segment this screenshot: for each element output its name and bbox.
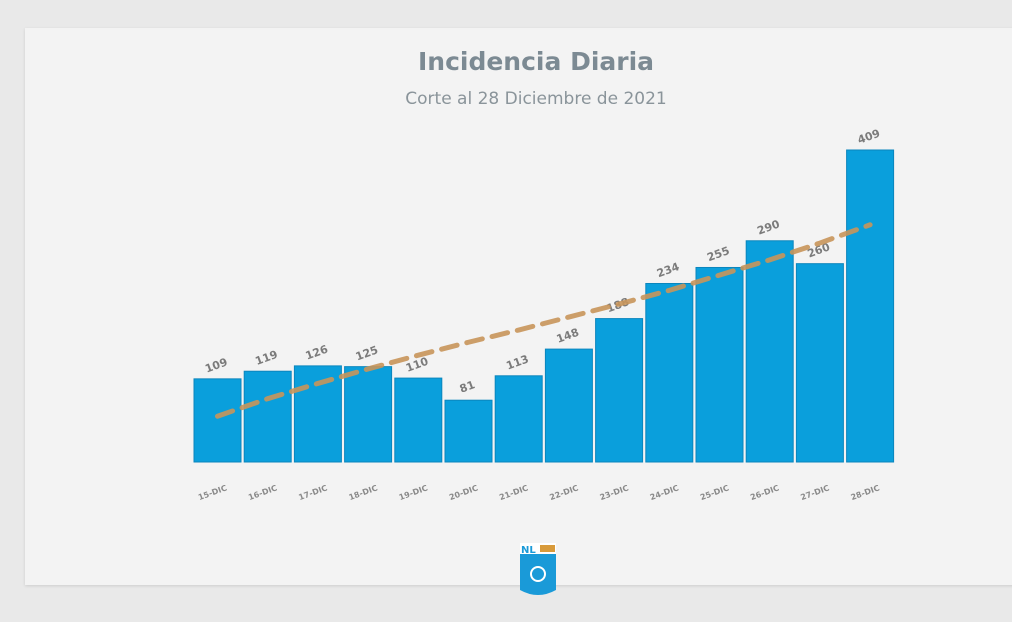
x-tick-label: 15-DIC (197, 483, 228, 502)
data-label: 81 (458, 378, 477, 395)
bar (795, 263, 844, 463)
bar (745, 240, 794, 463)
bar (444, 399, 493, 463)
data-label: 109 (203, 356, 229, 376)
data-label: 125 (354, 343, 380, 363)
x-tick-label: 23-DIC (599, 483, 630, 502)
chart-title: Incidencia Diaria (417, 47, 655, 76)
x-tick-label: 27-DIC (799, 483, 830, 502)
x-tick-label: 26-DIC (749, 483, 780, 502)
data-label: 234 (655, 260, 681, 280)
bar (193, 378, 242, 463)
x-tick-label: 22-DIC (548, 483, 579, 502)
x-tick-label: 20-DIC (448, 483, 479, 502)
bar (645, 282, 694, 463)
trendline (215, 222, 873, 419)
bar (344, 366, 393, 463)
x-tick-label: 17-DIC (297, 483, 328, 502)
chart-subtitle: Corte al 28 Diciembre de 2021 (405, 89, 667, 109)
data-label: 409 (856, 127, 882, 147)
x-tick-label: 25-DIC (699, 483, 730, 502)
data-label: 119 (253, 348, 279, 368)
x-tick-label: 28-DIC (850, 483, 881, 502)
data-label: 126 (304, 342, 330, 362)
data-label: 148 (555, 326, 581, 346)
x-tick-label: 19-DIC (398, 483, 429, 502)
bar (544, 348, 593, 463)
x-tick-label: 18-DIC (348, 483, 379, 502)
data-label: 113 (504, 352, 530, 372)
bar (595, 318, 644, 463)
bar (394, 377, 443, 463)
x-tick-label: 24-DIC (649, 483, 680, 502)
bar (293, 365, 342, 463)
data-label: 290 (755, 217, 781, 237)
x-tick-label: 16-DIC (247, 483, 278, 502)
data-label: 255 (705, 244, 731, 264)
x-tick-label: 21-DIC (498, 483, 529, 502)
bar (695, 266, 744, 463)
bar (243, 370, 292, 463)
bar (846, 149, 895, 463)
bar (494, 375, 543, 463)
